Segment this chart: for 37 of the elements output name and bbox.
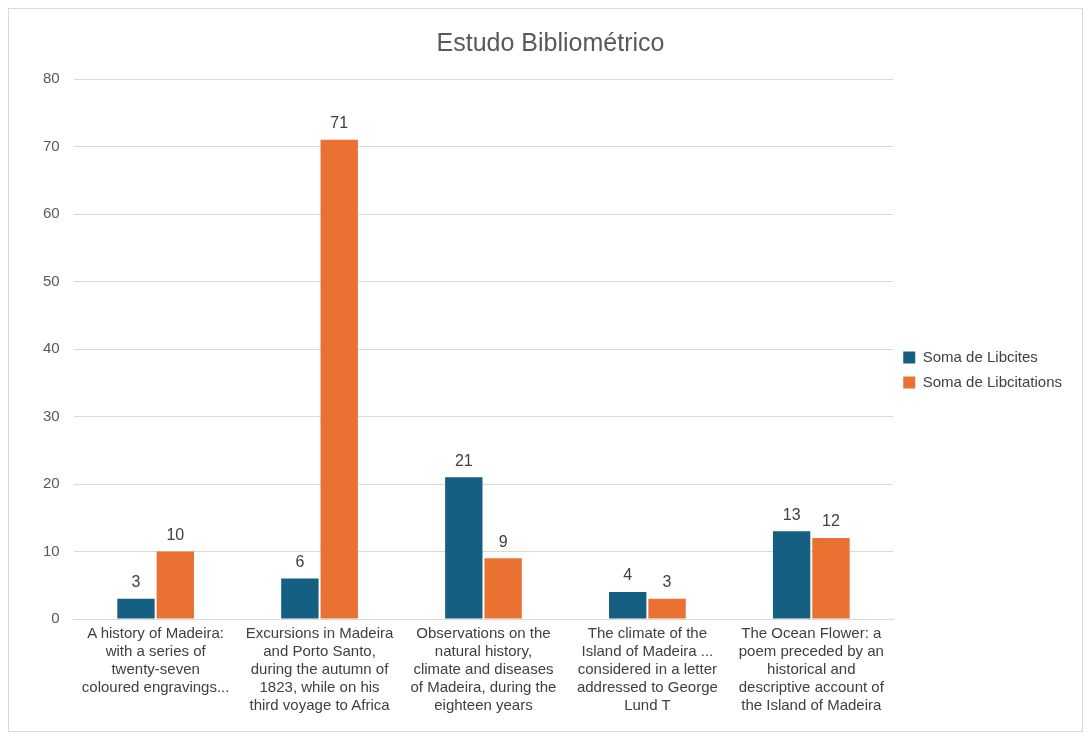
x-tick-label: The climate of the Island of Madeira ... considered in a letter addressed to George Lund T (576, 624, 718, 714)
y-tick-label: 60 (43, 204, 60, 222)
x-tick-label: A history of Madeira: with a series of twenty-seven coloured engravings... (81, 624, 230, 696)
data-label: 6 (295, 552, 305, 570)
data-label: 4 (623, 566, 633, 584)
y-tick-label: 50 (43, 271, 60, 289)
bar (156, 551, 194, 619)
data-label: 13 (782, 505, 801, 523)
y-tick-label: 70 (43, 136, 60, 154)
y-tick-label: 80 (43, 69, 60, 87)
y-tick-label: 10 (43, 541, 60, 559)
data-label: 71 (330, 114, 349, 132)
bar (648, 598, 686, 619)
bar (445, 477, 483, 619)
x-tick-label: Observations on the natural history, climate and diseases of Madeira, during the eighteen years (410, 624, 557, 714)
chart-title: Estudo Bibliométrico (436, 27, 665, 56)
data-label: 9 (498, 532, 508, 550)
data-label: 10 (166, 525, 185, 543)
data-label: 3 (662, 573, 672, 591)
data-label: 3 (131, 573, 141, 591)
bar (117, 598, 155, 619)
x-tick-label: Excursions in Madeira and Porto Santo, during the autumn of 1823, while on his third voyage to Africa (245, 624, 394, 714)
bar (320, 139, 358, 619)
y-tick-label: 20 (43, 474, 60, 492)
y-tick-label: 40 (43, 339, 60, 357)
bar (281, 578, 319, 619)
legend-label: Soma de Libcites (922, 347, 1038, 365)
bar (812, 538, 850, 619)
bar (484, 558, 522, 619)
legend-label: Soma de Libcitations (922, 372, 1062, 390)
y-tick-label: 0 (51, 609, 60, 627)
data-label: 12 (822, 512, 840, 530)
data-label: 21 (454, 451, 473, 469)
bar (609, 592, 647, 619)
y-tick-label: 30 (43, 406, 60, 424)
bar (772, 531, 811, 619)
x-tick-label: The Ocean Flower: a poem preceded by an historical and descriptive account of the Island of Madeira (738, 624, 885, 714)
